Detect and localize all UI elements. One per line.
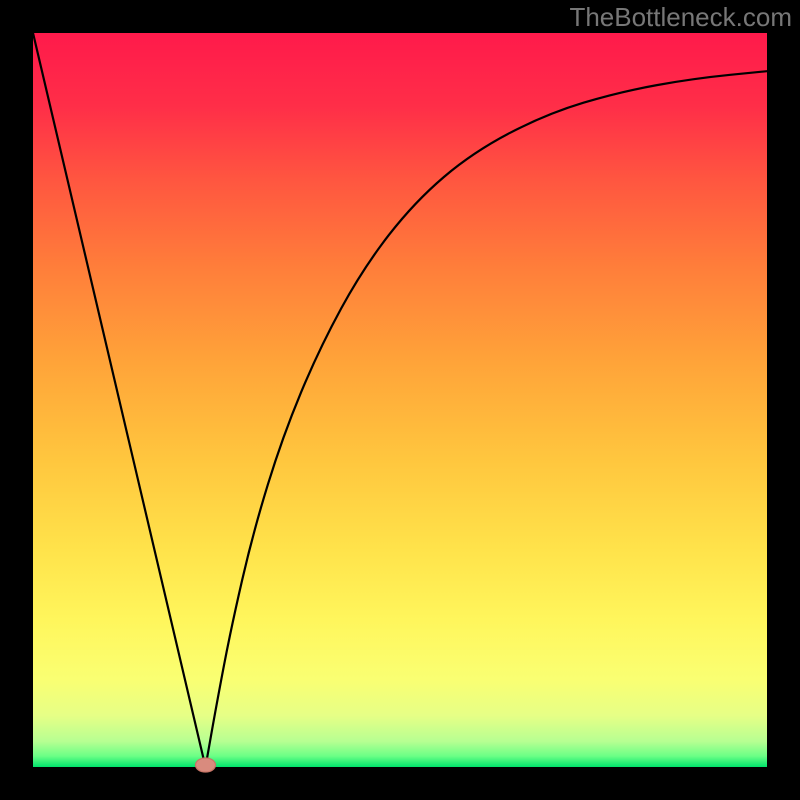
plot-background xyxy=(33,33,767,767)
watermark-text: TheBottleneck.com xyxy=(569,2,792,33)
chart-svg xyxy=(0,0,800,800)
chart-container: TheBottleneck.com xyxy=(0,0,800,800)
optimum-marker xyxy=(195,758,215,772)
